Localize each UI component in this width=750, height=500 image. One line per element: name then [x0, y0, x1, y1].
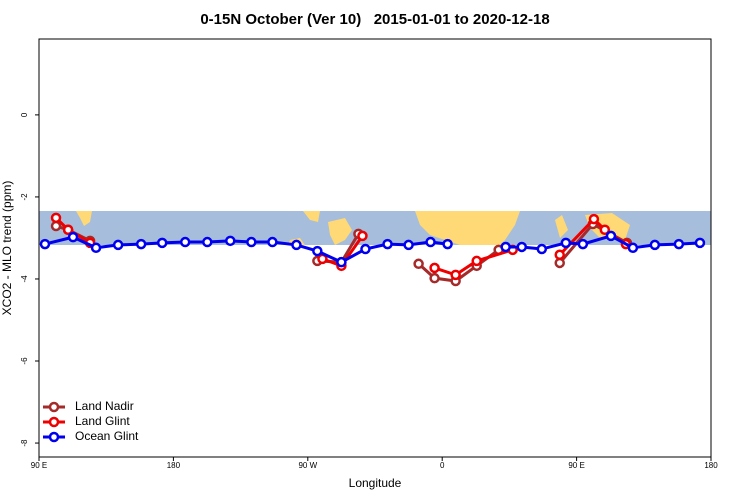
point: [360, 243, 371, 255]
point: [429, 272, 440, 284]
point: [357, 230, 368, 242]
legend-label: Land Nadir: [75, 399, 134, 413]
point: [67, 231, 79, 243]
point: [442, 238, 453, 250]
point: [382, 238, 393, 250]
point: [605, 230, 617, 242]
point: [62, 224, 74, 235]
y-tick-label: -8: [20, 439, 29, 447]
x-tick-label: 90 W: [298, 461, 317, 470]
point: [39, 238, 51, 250]
point: [471, 255, 482, 267]
x-tick-label: 180: [167, 461, 181, 470]
point: [429, 262, 440, 274]
point: [500, 241, 511, 253]
map-land: [415, 211, 520, 245]
chart-title: 0-15N October (Ver 10) 2015-01-01 to 202…: [200, 11, 549, 28]
y-tick-label: -4: [20, 275, 29, 283]
point: [554, 257, 565, 269]
point: [225, 235, 236, 247]
legend-label: Ocean Glint: [75, 429, 139, 443]
x-axis-label: Longitude: [349, 476, 402, 490]
point: [413, 258, 424, 270]
legend-label: Land Glint: [75, 414, 130, 428]
point: [336, 256, 347, 268]
point: [425, 236, 436, 248]
point: [599, 224, 611, 235]
legend-marker: [48, 401, 60, 413]
point: [267, 236, 278, 248]
point: [135, 238, 147, 250]
point: [202, 236, 213, 248]
map-land: [555, 215, 568, 238]
legend-marker: [48, 416, 60, 428]
point: [673, 238, 685, 250]
point: [50, 220, 62, 232]
map-land: [303, 211, 320, 222]
plot-frame: [38, 38, 712, 458]
y-tick-label: 0: [20, 112, 29, 117]
point: [627, 242, 639, 254]
map-land: [328, 218, 352, 245]
point: [50, 212, 62, 224]
point: [649, 239, 661, 251]
point: [403, 239, 414, 251]
map-land: [76, 211, 92, 226]
x-tick-label: 0: [440, 461, 445, 470]
point: [112, 239, 124, 251]
point: [694, 237, 706, 249]
point: [291, 239, 302, 251]
point: [246, 236, 257, 248]
legend-marker: [48, 431, 60, 443]
point: [536, 243, 548, 255]
y-tick-label: -6: [20, 357, 29, 365]
point: [516, 241, 528, 253]
point: [90, 242, 102, 254]
x-tick-label: 90 E: [31, 461, 47, 470]
point: [554, 249, 565, 261]
point: [588, 213, 600, 225]
y-tick-label: -2: [20, 193, 29, 201]
x-tick-label: 90 E: [568, 461, 584, 470]
y-axis-label: XCO2 - MLO trend (ppm): [0, 181, 14, 316]
point: [179, 236, 191, 248]
point: [312, 245, 323, 257]
x-tick-label: 180: [704, 461, 718, 470]
point: [450, 269, 461, 281]
point: [156, 237, 168, 249]
point: [560, 237, 572, 249]
point: [577, 238, 589, 250]
